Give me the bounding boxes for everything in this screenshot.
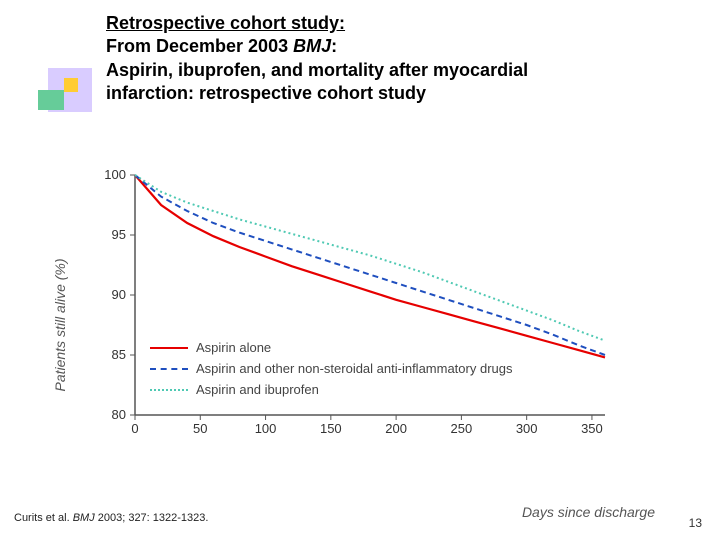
title-line-1: Retrospective cohort study: — [106, 13, 345, 33]
page-number: 13 — [689, 516, 702, 530]
svg-text:85: 85 — [112, 347, 126, 362]
citation-ital: BMJ — [73, 512, 95, 524]
legend-swatch — [150, 368, 188, 370]
title-line-2a: From December 2003 — [106, 36, 293, 56]
title-line-2c: : — [331, 36, 337, 56]
legend-item: Aspirin alone — [150, 340, 513, 355]
title-line-2-ital: BMJ — [293, 36, 331, 56]
legend-label: Aspirin and other non-steroidal anti-inf… — [196, 361, 513, 376]
slide-bullet-decoration — [38, 68, 92, 110]
legend-swatch — [150, 389, 188, 391]
citation-pre: Curits et al. — [14, 512, 73, 524]
svg-text:350: 350 — [581, 421, 603, 436]
survival-chart: Patients still alive (%) 808590951000501… — [90, 170, 655, 480]
svg-text:200: 200 — [385, 421, 407, 436]
svg-text:0: 0 — [131, 421, 138, 436]
slide-title: Retrospective cohort study: From Decembe… — [106, 12, 666, 106]
svg-text:250: 250 — [451, 421, 473, 436]
svg-text:100: 100 — [104, 170, 126, 182]
legend-item: Aspirin and ibuprofen — [150, 382, 513, 397]
title-line-3: Aspirin, ibuprofen, and mortality after … — [106, 60, 528, 80]
legend-swatch — [150, 347, 188, 349]
legend-item: Aspirin and other non-steroidal anti-inf… — [150, 361, 513, 376]
svg-text:150: 150 — [320, 421, 342, 436]
svg-text:100: 100 — [255, 421, 277, 436]
svg-text:90: 90 — [112, 287, 126, 302]
bullet-square-small — [64, 78, 78, 92]
bullet-square-mid — [38, 90, 64, 110]
y-axis-label: Patients still alive (%) — [52, 258, 68, 391]
legend-label: Aspirin and ibuprofen — [196, 382, 319, 397]
legend-label: Aspirin alone — [196, 340, 271, 355]
svg-text:80: 80 — [112, 407, 126, 422]
title-line-4: infarction: retrospective cohort study — [106, 83, 426, 103]
citation: Curits et al. BMJ 2003; 327: 1322-1323. — [14, 512, 208, 524]
svg-text:300: 300 — [516, 421, 538, 436]
svg-text:95: 95 — [112, 227, 126, 242]
citation-post: 2003; 327: 1322-1323. — [95, 512, 209, 524]
chart-legend: Aspirin alone Aspirin and other non-stero… — [150, 340, 513, 403]
svg-text:50: 50 — [193, 421, 207, 436]
